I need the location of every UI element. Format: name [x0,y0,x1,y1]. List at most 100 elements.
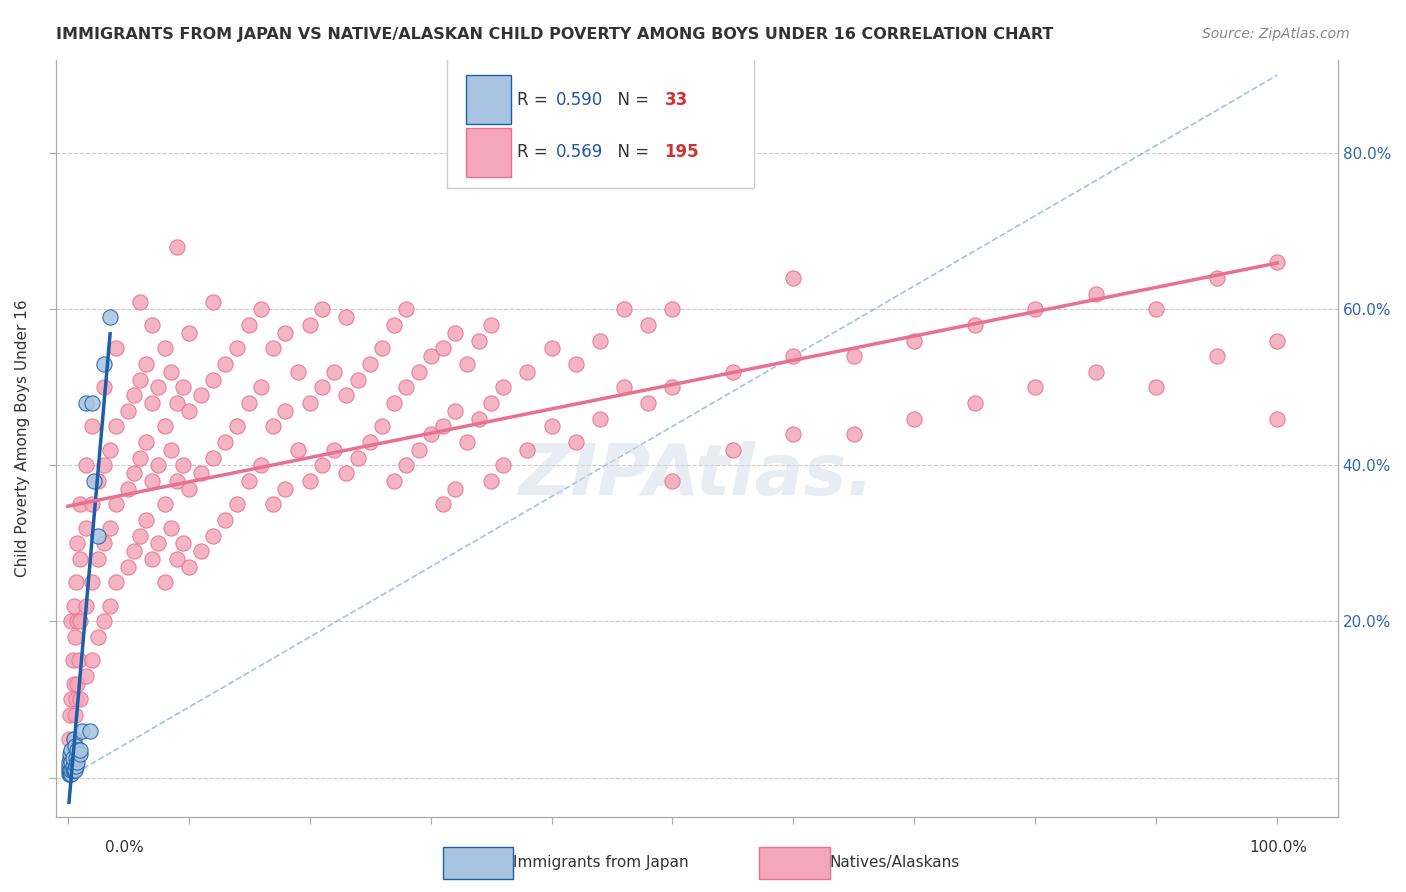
Point [347,450,370,465]
Point [93,536,115,550]
Point [141,318,163,332]
Text: 195: 195 [665,143,699,161]
Text: 0.590: 0.590 [555,91,603,109]
Point [105,342,128,356]
Point [782,427,804,442]
Point [65,759,87,773]
Point [589,334,612,348]
Point [432,419,454,434]
Point [72,723,94,738]
Point [159,442,181,457]
Point [721,442,744,457]
Point [135,513,157,527]
Point [124,388,146,402]
Point [274,403,297,417]
Point [492,380,515,394]
Point [347,372,370,386]
Point [59,708,82,723]
Point [105,419,128,434]
Text: ZIPAtlas.: ZIPAtlas. [519,442,875,510]
Point [322,365,344,379]
Point [75,458,97,473]
Point [60,743,83,757]
Point [66,743,89,757]
Point [963,396,986,410]
Text: Immigrants from Japan: Immigrants from Japan [513,855,689,870]
Text: N =: N = [607,143,654,161]
Point [842,349,865,363]
Point [443,326,465,340]
Point [69,747,91,761]
Point [69,552,91,566]
Point [250,380,273,394]
Point [311,302,333,317]
Point [75,521,97,535]
Point [432,342,454,356]
Point [93,458,115,473]
Point [479,474,502,488]
Point [80,396,103,410]
Point [67,653,90,667]
Point [63,708,86,723]
Point [287,442,309,457]
Point [443,482,465,496]
Point [201,372,224,386]
Point [153,342,176,356]
Point [1144,380,1167,394]
Point [335,388,357,402]
Point [80,419,103,434]
Point [613,302,636,317]
Point [75,669,97,683]
Point [80,653,103,667]
Point [65,751,87,765]
Point [66,677,89,691]
Point [408,442,430,457]
Point [226,342,249,356]
Point [148,458,170,473]
Point [238,318,260,332]
Point [238,396,260,410]
Point [408,365,430,379]
Point [159,521,181,535]
Point [63,731,86,746]
Point [190,544,212,558]
Point [98,599,121,613]
Point [69,615,91,629]
Point [456,434,478,449]
Point [63,763,86,777]
Point [153,497,176,511]
Point [371,419,394,434]
Point [395,458,418,473]
Point [177,403,200,417]
Point [201,450,224,465]
Point [87,528,110,542]
Point [69,497,91,511]
Text: 0.569: 0.569 [555,143,603,161]
Point [395,380,418,394]
Point [661,380,683,394]
Point [172,458,194,473]
Point [172,536,194,550]
Point [87,474,110,488]
Point [250,302,273,317]
Point [66,615,89,629]
Point [287,365,309,379]
Point [93,380,115,394]
Point [153,419,176,434]
Point [1084,286,1107,301]
Point [226,419,249,434]
Point [613,380,636,394]
Point [141,552,163,566]
Point [66,755,89,769]
Point [117,482,139,496]
Point [214,357,236,371]
Point [589,411,612,425]
Point [661,474,683,488]
Text: N =: N = [607,91,654,109]
Point [322,442,344,457]
Point [359,434,381,449]
Point [148,536,170,550]
Point [141,474,163,488]
Point [262,342,284,356]
Point [141,396,163,410]
